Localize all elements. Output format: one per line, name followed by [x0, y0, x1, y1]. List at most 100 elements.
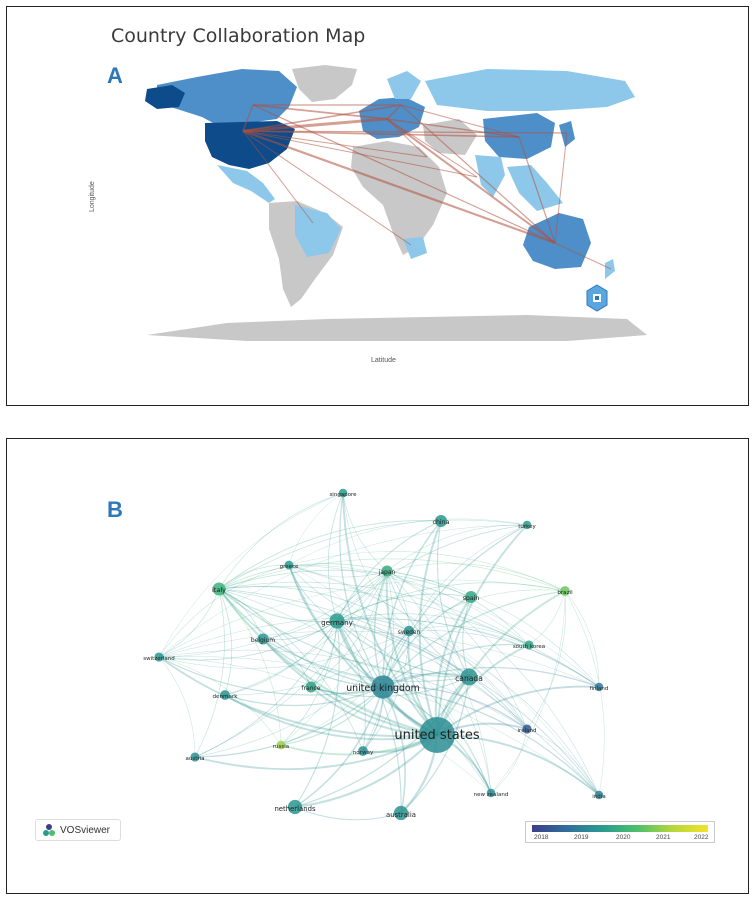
network-edge	[436, 524, 528, 736]
network-edge	[336, 620, 528, 730]
panel-letter-b: B	[107, 497, 123, 522]
network-edge	[280, 570, 388, 746]
network-edge	[462, 596, 472, 678]
network-edge	[382, 524, 528, 688]
network-edge	[262, 638, 470, 682]
network-edge	[386, 570, 528, 730]
network-label-turkey: turkey	[518, 524, 536, 530]
network-edge	[158, 564, 290, 658]
network-edge	[564, 590, 600, 688]
network-edge	[224, 686, 384, 707]
network-edge	[327, 492, 344, 622]
legend-tick-2022: 2022	[694, 834, 709, 841]
network-edge	[224, 630, 410, 696]
network-label-france: france	[302, 685, 321, 692]
network-label-belgium: belgium	[251, 637, 275, 644]
network-edge	[382, 520, 442, 688]
network-edge	[218, 520, 442, 590]
network-edge	[339, 492, 384, 688]
network-edge	[288, 564, 600, 796]
network-edge	[194, 588, 225, 758]
network-edge	[194, 630, 410, 758]
network-node-spain	[465, 591, 477, 603]
vosviewer-icon	[43, 824, 55, 836]
network-edge	[158, 656, 438, 738]
network-edge	[218, 563, 388, 590]
network-label-canada: canada	[455, 674, 483, 683]
network-edge	[280, 686, 384, 746]
network-edge	[288, 564, 492, 794]
network-edge	[362, 570, 394, 752]
network-edge	[158, 656, 196, 758]
network-nodes: united states united kingdom canada germany…	[143, 488, 608, 821]
network-node-ireland	[522, 724, 532, 734]
network-label-new-zealand: new zealand	[474, 792, 509, 798]
network-edge	[218, 588, 364, 752]
network-edge	[386, 563, 566, 592]
network-node-south-korea	[524, 640, 534, 650]
network-edge	[436, 734, 600, 796]
network-edge	[158, 579, 566, 658]
network-edge	[288, 564, 528, 730]
network-edge	[158, 620, 338, 661]
network-edge	[386, 570, 600, 688]
network-edge	[158, 570, 388, 658]
map-region-australia	[523, 213, 591, 269]
network-edge	[490, 590, 566, 794]
network-edge	[294, 620, 340, 808]
network-edge	[408, 589, 566, 632]
network-edge	[194, 570, 388, 758]
network-label-brazil: brazil	[557, 590, 573, 596]
world-map	[145, 65, 647, 341]
network-edge	[382, 596, 472, 688]
network-edge	[288, 564, 384, 688]
network-edge	[218, 558, 566, 592]
network-edge	[294, 806, 402, 821]
network-label-united-states: united states	[394, 728, 480, 743]
network-edge	[294, 686, 384, 808]
network-edge	[436, 520, 470, 678]
network-node-norway	[358, 746, 368, 756]
network-label-china: china	[433, 519, 450, 526]
vosviewer-logo: VOSviewer	[35, 819, 121, 841]
network-edge	[218, 588, 438, 737]
network-edge	[436, 685, 600, 736]
network-node-greece	[284, 560, 294, 570]
network-edge	[386, 570, 492, 794]
map-region-russia	[425, 69, 635, 111]
network-edge	[336, 620, 492, 794]
network-edge	[528, 590, 566, 646]
network-edge	[194, 620, 338, 758]
network-edge	[526, 590, 566, 730]
network-node-austria	[190, 752, 200, 762]
network-node-australia	[393, 805, 409, 821]
network-label-singapore: singapore	[329, 492, 357, 498]
network-edge	[158, 656, 492, 794]
network-edge	[224, 620, 338, 696]
network-edge	[386, 570, 600, 796]
legend-tick-2021: 2021	[656, 834, 671, 841]
network-edge	[336, 593, 472, 622]
shield-logo-icon	[586, 284, 608, 312]
network-edge	[288, 564, 600, 688]
map-region-mexico	[217, 165, 275, 203]
network-edge	[280, 620, 338, 746]
network-edge	[218, 588, 264, 640]
network-label-germany: germany	[321, 618, 354, 627]
network-label-netherlands: netherlands	[274, 805, 316, 813]
network-edge	[158, 588, 220, 658]
network-node-new-zealand	[486, 788, 496, 798]
network-node-denmark	[220, 690, 230, 700]
map-region-south-africa	[403, 237, 427, 259]
network-label-australia: australia	[386, 811, 416, 819]
network-node-brazil	[560, 586, 570, 596]
network-edge	[386, 524, 528, 572]
panel-b-vosviewer-network: B united states united kingdom canada germa…	[6, 438, 749, 894]
map-region-africa	[351, 141, 447, 255]
network-edge	[224, 570, 388, 696]
network-node-russia	[276, 740, 286, 750]
network-edge	[408, 630, 492, 794]
network-edge	[400, 676, 470, 814]
network-edge	[436, 590, 566, 736]
network-label-united-kingdom: united kingdom	[346, 683, 420, 694]
